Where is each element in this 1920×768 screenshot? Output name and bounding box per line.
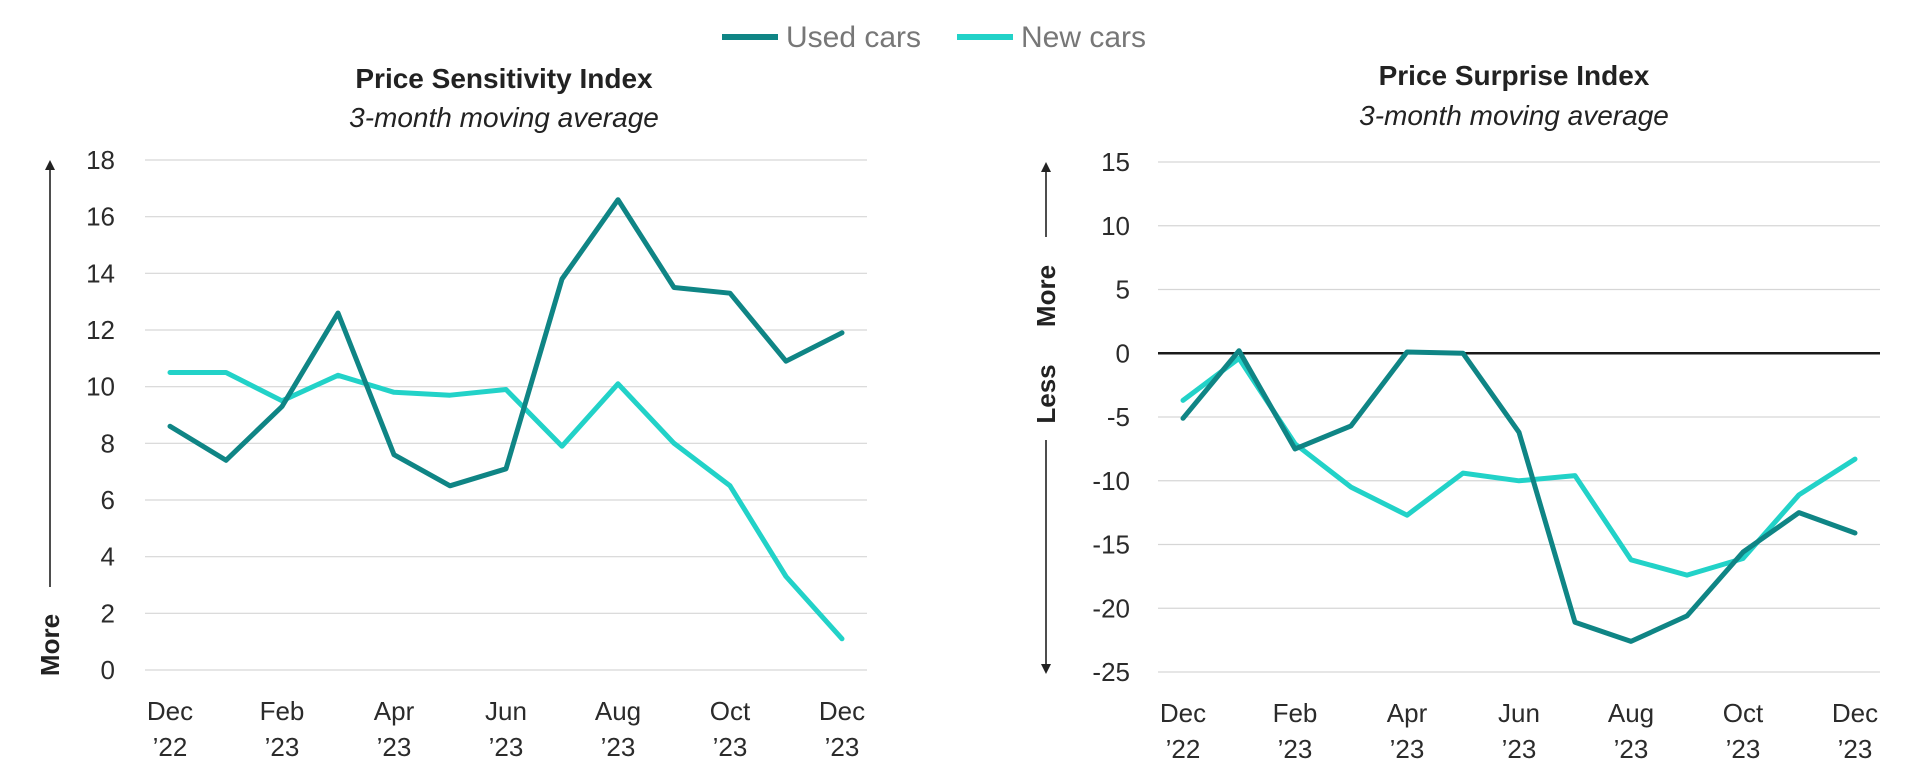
y-tick-label: -5 (1107, 402, 1130, 432)
x-tick-label-year: ’23 (489, 732, 524, 762)
x-tick-label-year: ’23 (1278, 734, 1313, 764)
x-tick-label: Feb (1273, 698, 1318, 728)
x-tick-label: Dec (1832, 698, 1878, 728)
x-tick-label: Apr (1387, 698, 1428, 728)
x-tick-label-year: ’23 (1502, 734, 1537, 764)
x-tick-label-year: ’23 (601, 732, 636, 762)
y-tick-label: -25 (1092, 657, 1130, 687)
x-tick-label: Dec (147, 696, 193, 726)
x-tick-label-year: ’22 (153, 732, 188, 762)
x-tick-label: Aug (1608, 698, 1654, 728)
x-tick-label: Feb (260, 696, 305, 726)
x-tick-label: Oct (710, 696, 751, 726)
y-tick-label: 10 (86, 372, 115, 402)
side-label-less: Less (1031, 364, 1061, 423)
x-tick-label: Oct (1723, 698, 1764, 728)
x-tick-label-year: ’23 (377, 732, 412, 762)
y-tick-label: 0 (101, 655, 115, 685)
x-tick-label-year: ’23 (713, 732, 748, 762)
x-tick-label-year: ’22 (1166, 734, 1201, 764)
x-tick-label: Jun (485, 696, 527, 726)
x-tick-label: Dec (1160, 698, 1206, 728)
y-tick-label: 0 (1116, 338, 1130, 368)
y-tick-label: 8 (101, 428, 115, 458)
y-tick-label: -15 (1092, 530, 1130, 560)
arrowhead-up-icon (45, 160, 55, 170)
chart-legend: Used cars New cars (722, 21, 1146, 54)
x-tick-label: Aug (595, 696, 641, 726)
legend-label-new-cars: New cars (1021, 21, 1146, 54)
y-tick-label: 4 (101, 542, 115, 572)
x-tick-label-year: ’23 (1390, 734, 1425, 764)
arrowhead-up-icon (1041, 162, 1051, 172)
arrowhead-down-icon (1041, 664, 1051, 674)
y-tick-label: 16 (86, 202, 115, 232)
series-line-used-cars (1180, 348, 1858, 644)
y-tick-label: -20 (1092, 593, 1130, 623)
y-tick-label: 10 (1101, 211, 1130, 241)
x-tick-label-year: ’23 (1726, 734, 1761, 764)
series-line-new-cars (167, 370, 845, 642)
x-tick-label-year: ’23 (825, 732, 860, 762)
y-tick-label: 14 (86, 258, 115, 288)
x-tick-label-year: ’23 (1614, 734, 1649, 764)
chart-subtitle: 3-month moving average (349, 102, 659, 133)
x-tick-label: Jun (1498, 698, 1540, 728)
x-tick-label: Dec (819, 696, 865, 726)
y-tick-label: 18 (86, 145, 115, 175)
chart-title: Price Sensitivity Index (355, 63, 653, 94)
y-tick-label: 6 (101, 485, 115, 515)
side-label-more: More (1031, 265, 1061, 327)
series-line-used-cars (167, 197, 845, 489)
y-tick-label: 5 (1116, 275, 1130, 305)
legend-label-used-cars: Used cars (786, 21, 921, 54)
series-line-new-cars (1180, 355, 1858, 578)
x-tick-label-year: ’23 (265, 732, 300, 762)
chart-subtitle: 3-month moving average (1359, 100, 1669, 131)
y-tick-label: 2 (101, 598, 115, 628)
x-tick-label-year: ’23 (1838, 734, 1873, 764)
y-tick-label: 15 (1101, 147, 1130, 177)
x-tick-label: Apr (374, 696, 415, 726)
price-sensitivity-chart: Price Sensitivity Index 3-month moving av… (35, 63, 867, 762)
side-label-more: More (35, 614, 65, 676)
chart-title: Price Surprise Index (1379, 60, 1650, 91)
y-tick-label: 12 (86, 315, 115, 345)
y-tick-label: -10 (1092, 466, 1130, 496)
price-surprise-chart: Price Surprise Index 3-month moving avera… (1031, 60, 1880, 764)
